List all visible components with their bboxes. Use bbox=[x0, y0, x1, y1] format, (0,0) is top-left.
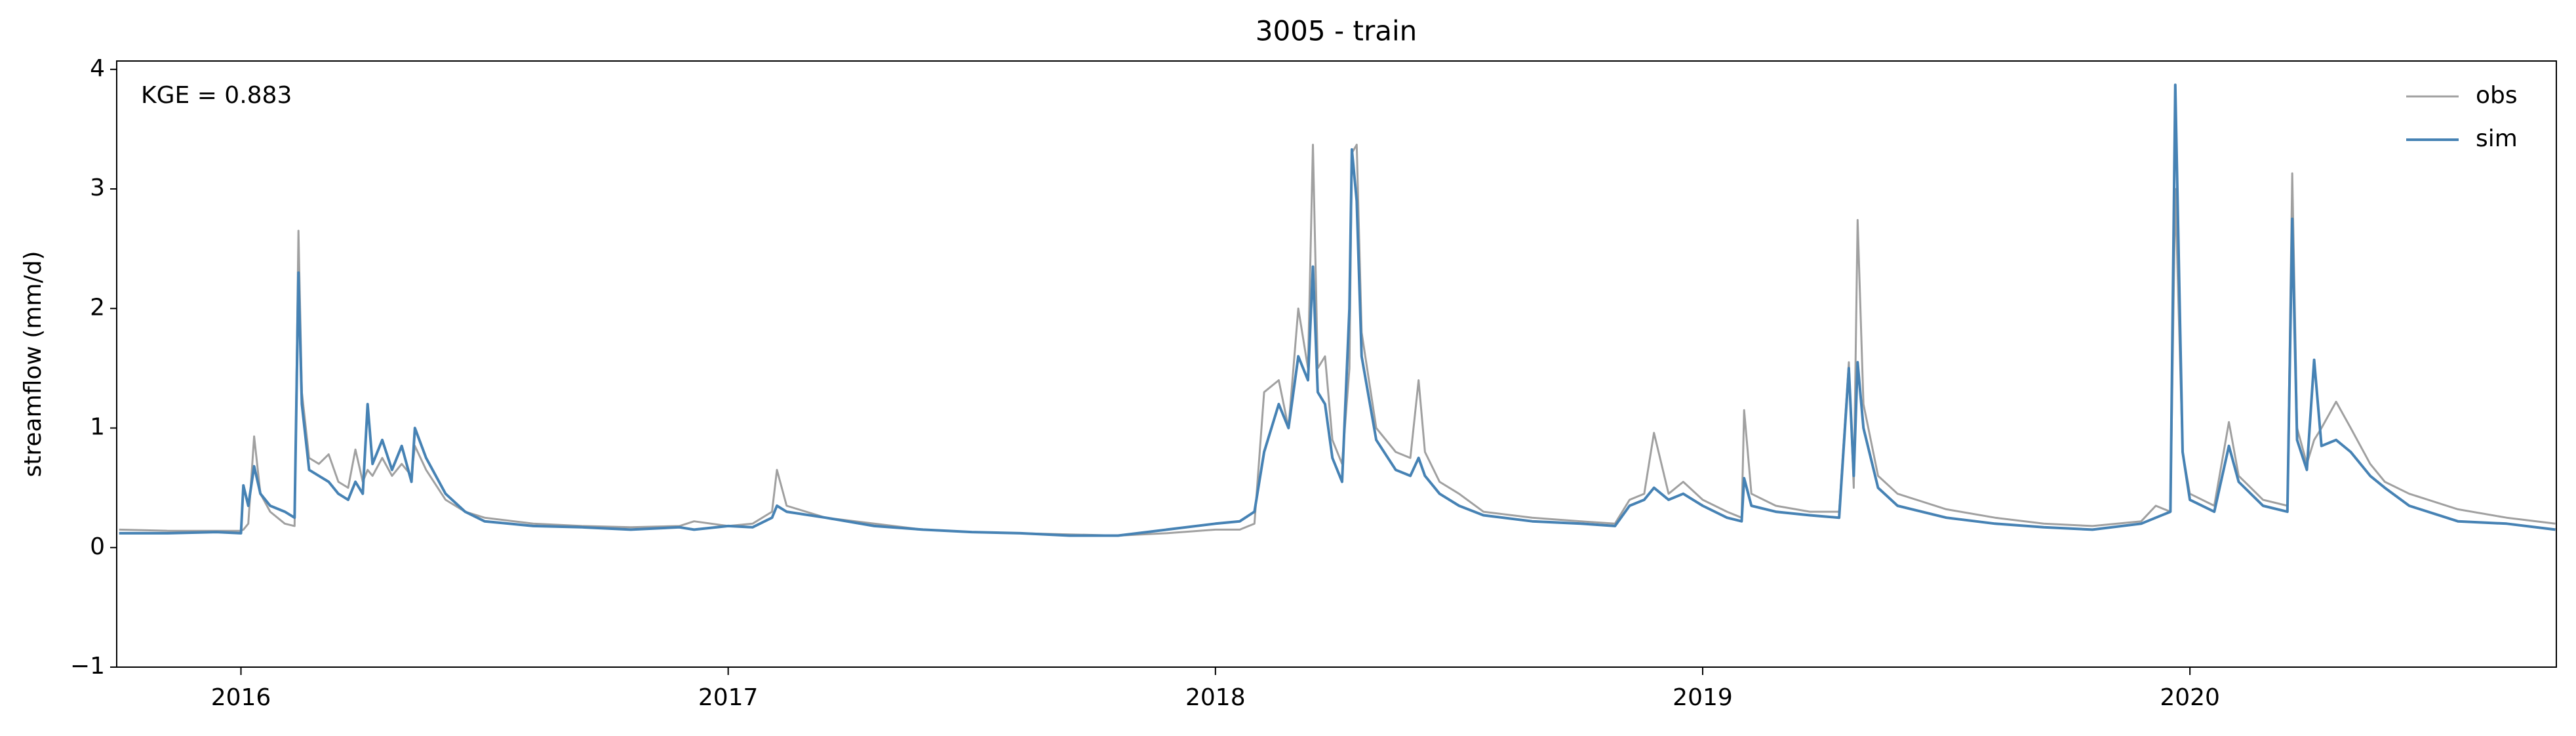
y-tick-label: 0 bbox=[90, 533, 105, 560]
y-axis-label: streamflow (mm/d) bbox=[20, 251, 47, 478]
line-series bbox=[119, 144, 2556, 537]
x-tick-label: 2017 bbox=[698, 684, 759, 711]
x-tick-label: 2020 bbox=[2160, 684, 2220, 711]
x-tick-label: 2018 bbox=[1185, 684, 1246, 711]
legend-label: obs bbox=[2476, 82, 2518, 109]
y-tick-label: 2 bbox=[90, 294, 105, 321]
plot-frame bbox=[116, 60, 2557, 668]
x-tick-label: 2016 bbox=[211, 684, 271, 711]
line-series bbox=[119, 83, 2556, 537]
chart-title: 3005 - train bbox=[1256, 15, 1417, 47]
y-tick-label: 3 bbox=[90, 174, 105, 201]
y-tick-label: −1 bbox=[70, 653, 105, 680]
annotation: KGE = 0.883 bbox=[141, 82, 292, 109]
x-tick-label: 2019 bbox=[1673, 684, 1733, 711]
legend-label: sim bbox=[2476, 125, 2518, 152]
y-tick-label: 4 bbox=[90, 55, 105, 82]
y-tick-label: 1 bbox=[90, 414, 105, 441]
